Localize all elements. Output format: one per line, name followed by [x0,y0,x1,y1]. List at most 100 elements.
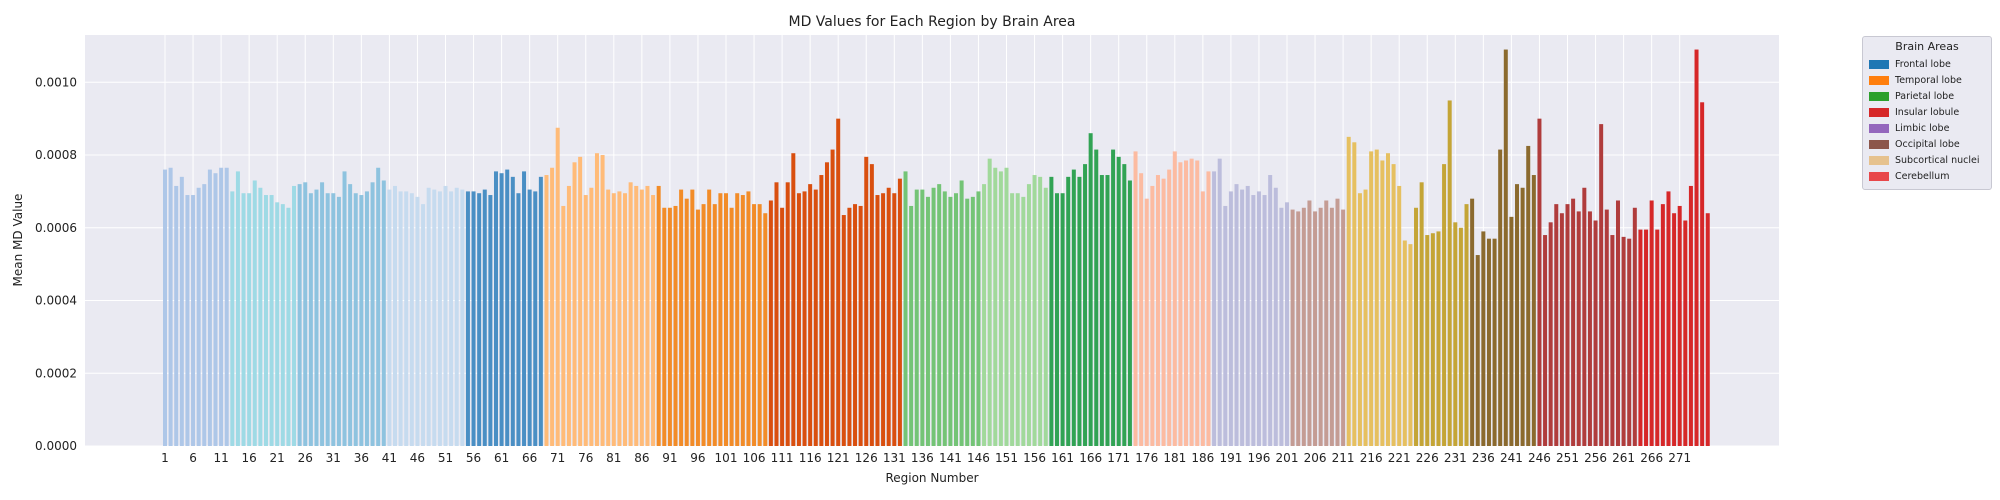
bar-region-69 [544,175,549,446]
bar-region-97 [701,204,706,446]
x-tick-label: 61 [494,451,509,465]
bar-region-266 [1649,200,1654,446]
bar-region-103 [735,193,740,446]
bar-region-98 [707,189,712,446]
bar-region-183 [1184,160,1189,446]
bar-region-70 [550,167,555,446]
bar-region-216 [1369,151,1374,446]
bar-region-49 [432,189,437,446]
legend-swatch [1869,107,1889,117]
bar-region-18 [258,187,263,447]
x-tick-label: 266 [1640,451,1663,465]
x-tick-label: 211 [1332,451,1355,465]
legend-swatch [1869,59,1889,69]
bar-region-100 [718,193,723,446]
bar-region-256 [1593,220,1598,446]
bar-region-191 [1228,191,1233,446]
bar-region-1 [163,169,167,446]
bar-region-150 [998,171,1003,446]
bar-region-275 [1700,102,1705,447]
legend-items: Frontal lobe Temporal lobe Parietal lobe In… [1869,56,1985,184]
bar-region-180 [1167,169,1172,446]
bar-region-23 [286,207,291,446]
bar-region-115 [802,191,807,446]
bar-region-44 [404,191,409,446]
x-tick-label: 191 [1219,451,1242,465]
bar-region-213 [1352,142,1357,447]
bar-region-253 [1576,211,1581,446]
bar-region-262 [1627,238,1632,446]
bar-region-250 [1559,213,1564,446]
bar-region-152 [1010,193,1015,446]
bar-region-194 [1245,185,1250,446]
bar-region-88 [651,195,656,446]
bar-region-117 [813,189,818,446]
x-tick-label: 136 [911,451,934,465]
bar-region-247 [1543,235,1548,446]
legend-item: Insular lobule [1869,104,1985,120]
bar-region-60 [493,171,498,446]
bar-region-15 [241,193,246,446]
legend-item: Temporal lobe [1869,72,1985,88]
bar-region-17 [252,180,257,446]
bar-region-269 [1666,191,1671,446]
x-axis-label: Region Number [885,471,978,485]
bar-region-53 [454,187,459,447]
bar-region-263 [1632,207,1637,446]
x-tick-label: 146 [967,451,990,465]
bar-region-199 [1273,187,1278,447]
bar-region-40 [381,180,386,446]
x-tick-label: 31 [326,451,341,465]
bar-region-85 [634,185,639,446]
bar-region-172 [1122,164,1127,446]
bar-region-219 [1385,153,1390,447]
bar-region-76 [583,195,588,446]
legend-swatch [1869,155,1889,165]
legend-swatch [1869,91,1889,101]
bar-region-161 [1060,193,1065,446]
x-tick-label: 161 [1051,451,1074,465]
bar-region-138 [931,187,936,447]
legend-item: Frontal lobe [1869,56,1985,72]
bar-region-58 [482,189,487,446]
bar-region-257 [1599,124,1604,446]
bar-region-198 [1268,175,1273,446]
bar-region-268 [1660,204,1665,446]
bar-region-164 [1077,176,1082,447]
bar-region-173 [1127,180,1132,446]
x-tick-label: 151 [995,451,1018,465]
x-tick-label: 41 [382,451,397,465]
bar-region-196 [1256,191,1261,446]
bar-region-157 [1038,176,1043,447]
bar-region-63 [510,176,515,447]
bar-region-222 [1402,240,1407,446]
bar-region-246 [1537,118,1542,446]
x-tick-labels: 1 6 11 16 21 26 31 36 41 46 51 56 61 66 71 76 81 86 91 96 10… [161,451,1691,465]
bar-region-29 [320,182,325,447]
bar-region-210 [1335,198,1340,446]
bar-region-270 [1672,213,1677,446]
bar-region-61 [499,173,504,446]
bar-region-163 [1071,169,1076,446]
bar-region-91 [667,207,672,446]
x-tick-label: 131 [883,451,906,465]
bar-region-132 [897,178,902,446]
bar-region-169 [1105,175,1110,446]
bar-region-137 [925,196,930,446]
x-tick-label: 51 [438,451,453,465]
bar-region-42 [393,185,398,446]
bar-region-146 [976,191,981,446]
bar-region-109 [768,200,773,446]
bar-region-34 [348,184,353,446]
bar-region-231 [1453,222,1458,446]
x-tick-label: 71 [550,451,565,465]
x-tick-label: 21 [270,451,285,465]
bar-region-62 [505,169,510,446]
bar-region-255 [1587,211,1592,446]
x-tick-label: 261 [1612,451,1635,465]
x-tick-label: 56 [466,451,481,465]
bar-region-148 [987,158,992,447]
bar-region-160 [1054,193,1059,446]
legend-swatch [1869,171,1889,181]
bar-region-274 [1694,49,1699,446]
